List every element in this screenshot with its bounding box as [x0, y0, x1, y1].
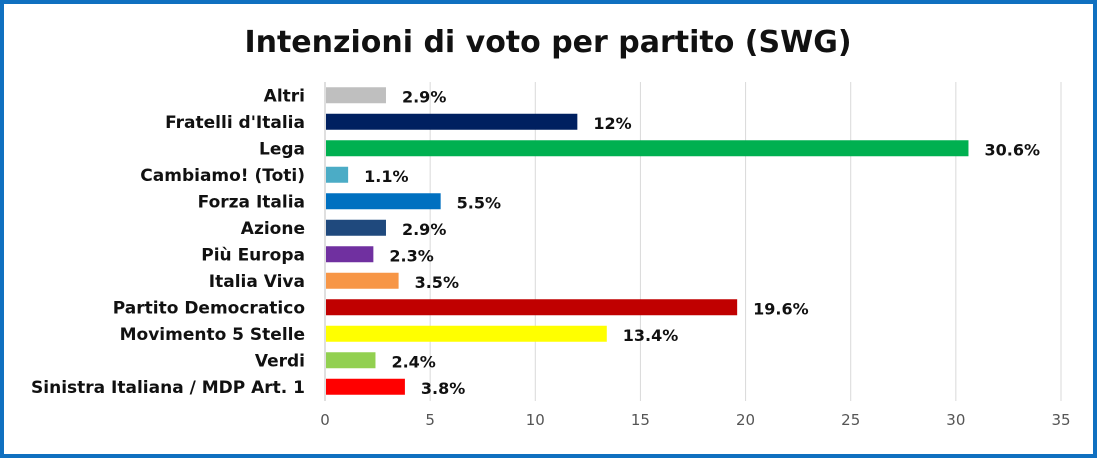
value-label: 2.9% [402, 220, 446, 239]
x-tick-label: 15 [631, 411, 650, 429]
bar [326, 193, 441, 210]
bars [326, 87, 969, 395]
category-label: Italia Viva [209, 272, 305, 292]
value-label: 1.1% [364, 167, 408, 186]
value-labels: 2.9% 12% 30.6% 1.1% 5.5% 2.9% 2.3% 3.5% 19.6% 13.… [364, 87, 1040, 398]
value-label: 19.6% [753, 299, 809, 318]
category-label: Movimento 5 Stelle [120, 325, 305, 345]
bar [326, 272, 399, 289]
bar [326, 325, 607, 342]
value-label: 3.8% [421, 379, 465, 398]
bar [326, 299, 738, 316]
category-label: Sinistra Italiana / MDP Art. 1 [31, 378, 305, 398]
value-label: 2.3% [389, 246, 433, 265]
value-label: 2.4% [391, 352, 435, 371]
value-label: 12% [593, 114, 631, 133]
gridlines [324, 82, 1062, 401]
value-label: 3.5% [415, 273, 459, 292]
bar [326, 113, 578, 130]
bar [326, 87, 386, 104]
category-label: Verdi [255, 351, 305, 371]
category-label: Lega [259, 139, 305, 159]
x-tick-label: 25 [841, 411, 860, 429]
category-label: Fratelli d'Italia [165, 113, 305, 133]
category-label: Forza Italia [198, 192, 305, 212]
bar [326, 378, 405, 395]
bar [326, 219, 386, 236]
bar [326, 140, 969, 157]
bar [326, 246, 374, 263]
value-label: 5.5% [457, 193, 501, 212]
category-label: Altri [264, 86, 305, 106]
bar [326, 166, 349, 183]
category-label: Più Europa [201, 245, 305, 265]
x-tick-label: 20 [736, 411, 755, 429]
bar [326, 352, 376, 369]
x-tick-label: 0 [320, 411, 330, 429]
category-labels: Altri Fratelli d'Italia Lega Cambiamo! (Tot… [31, 86, 305, 398]
category-label: Azione [241, 219, 305, 239]
x-tick-label: 30 [946, 411, 965, 429]
x-tick-label: 10 [526, 411, 545, 429]
x-axis-ticks: 0 5 10 15 20 25 30 35 [320, 411, 1070, 429]
value-label: 13.4% [623, 326, 679, 345]
value-label: 2.9% [402, 87, 446, 106]
category-label: Partito Democratico [113, 298, 305, 318]
x-tick-label: 35 [1051, 411, 1070, 429]
value-label: 30.6% [984, 140, 1040, 159]
chart-title: Intenzioni di voto per partito (SWG) [244, 25, 851, 60]
category-label: Cambiamo! (Toti) [140, 166, 305, 186]
x-tick-label: 5 [425, 411, 435, 429]
